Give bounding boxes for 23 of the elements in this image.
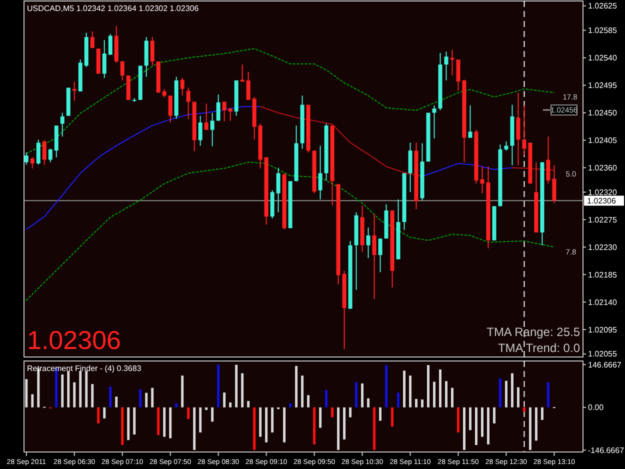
y-tick-label: 0.00 [588,403,604,412]
y-tick-label: 1.02140 [588,298,618,307]
y-tick-label: 1.02320 [588,188,618,197]
y-tick-label: 1.02405 [588,136,618,146]
y-tick-label: 1.02495 [588,81,618,90]
y-tick-label: 1.02275 [588,215,618,224]
y-tick-label: 1.02095 [588,325,618,334]
chart-title: USDCAD,M5 1.02342 1.02364 1.02302 1.02306 [27,4,200,13]
chart-title: Retracement Finder - (4) 0.3683 [27,364,142,373]
y-tick-label: 1.02540 [588,54,618,63]
y-tick-label: 1.02230 [588,242,618,252]
y-tick-label: 1.02055 [588,350,618,359]
y-tick-label: 1.02625 [588,2,618,11]
y-tick-label: 146.6667 [588,360,622,370]
annotation: TMA Range: 25.5 [486,325,580,339]
y-tick-label: 1.02585 [588,26,618,36]
ref-line-label: 1.02306 [587,196,616,206]
annotation: 1.02306 [27,325,121,355]
y-tick-label: 1.02450 [588,108,618,118]
y-tick-label: 1.02360 [588,164,618,173]
y-tick-label: 1.02185 [588,270,618,280]
y-tick-label: -146.6667 [588,446,625,455]
annotation: TMA Trend: 0.0 [498,341,580,355]
